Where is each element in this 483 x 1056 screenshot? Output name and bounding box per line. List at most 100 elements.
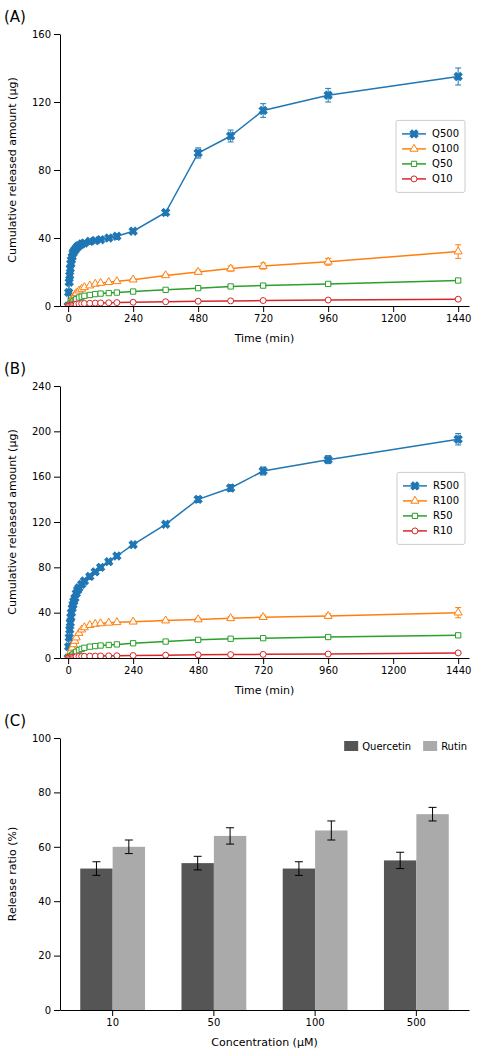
- bar: [283, 869, 315, 1010]
- legend: Q500Q100Q50Q10: [396, 120, 465, 192]
- data-point: [162, 271, 170, 278]
- tick-label: 960: [319, 665, 338, 676]
- data-point: [162, 616, 170, 623]
- tick-mark: [54, 613, 60, 614]
- data-point: [227, 264, 235, 271]
- data-point: [225, 482, 237, 494]
- tick: 120: [32, 97, 60, 108]
- tick-label: 1200: [381, 313, 406, 324]
- data-point: [194, 267, 202, 274]
- legend-marker: [411, 161, 416, 166]
- data-point: [127, 539, 139, 551]
- data-point: [130, 641, 135, 646]
- data-point: [195, 637, 200, 642]
- tick-label: 1440: [446, 313, 471, 324]
- data-point: [127, 225, 139, 237]
- plot-area: [80, 807, 449, 1010]
- tick-label: 100: [32, 733, 51, 744]
- x-axis-title: Time (min): [234, 332, 295, 345]
- tick-label: 720: [254, 313, 273, 324]
- data-point: [160, 206, 172, 218]
- legend-label: R500: [433, 480, 459, 491]
- data-point: [260, 283, 265, 288]
- tick-mark: [68, 306, 69, 312]
- y-axis-title: Cumulative released amount (μg): [6, 429, 19, 614]
- error-bar: [194, 856, 202, 870]
- tick: 960: [319, 658, 338, 676]
- tick-mark: [458, 658, 459, 664]
- legend-item: Rutin: [423, 741, 467, 752]
- tick-mark: [198, 306, 199, 312]
- axis-line: [60, 35, 61, 307]
- tick-mark: [458, 306, 459, 312]
- tick: 80: [38, 165, 60, 176]
- data-point: [87, 292, 92, 297]
- data-point: [195, 298, 201, 304]
- error-bar: [295, 862, 303, 876]
- tick-label: 480: [189, 665, 208, 676]
- tick-mark: [54, 386, 60, 387]
- tick-label: 40: [38, 896, 51, 907]
- data-point: [114, 300, 120, 306]
- legend-item: Quercetin: [344, 741, 411, 752]
- tick: 120: [32, 517, 60, 528]
- chart-figure: 04080120160024048072096012001440(A)Time …: [0, 0, 483, 1056]
- bar: [315, 830, 347, 1010]
- data-point: [129, 275, 137, 282]
- data-point: [163, 639, 168, 644]
- tick: 100: [32, 733, 60, 744]
- tick-mark: [68, 658, 69, 664]
- tick-label: 480: [189, 313, 208, 324]
- error-bar: [396, 852, 404, 868]
- data-point: [452, 70, 464, 82]
- data-point: [163, 652, 169, 658]
- bar: [384, 860, 416, 1010]
- tick-mark: [133, 306, 134, 312]
- legend-swatch: [344, 741, 358, 751]
- series: [65, 650, 461, 658]
- tick: 1200: [381, 658, 406, 676]
- tick-mark: [54, 238, 60, 239]
- tick: 50: [208, 1010, 221, 1028]
- tick-mark: [54, 1010, 60, 1011]
- data-point: [113, 277, 121, 284]
- tick-mark: [133, 658, 134, 664]
- legend-frame: [396, 120, 465, 192]
- series-line: [68, 252, 458, 306]
- data-point: [325, 651, 331, 657]
- data-point: [324, 257, 332, 264]
- data-point: [194, 615, 202, 622]
- data-point: [114, 290, 119, 295]
- tick: 20: [38, 950, 60, 961]
- data-point: [114, 642, 119, 647]
- plot-area: [62, 68, 464, 306]
- tick: 720: [254, 306, 273, 324]
- x-axis: 1050100500: [61, 1010, 470, 1028]
- error-bar: [226, 828, 234, 844]
- tick-label: 160: [32, 29, 51, 40]
- tick: 80: [38, 787, 60, 798]
- series-line: [68, 281, 458, 307]
- tick: 40: [38, 896, 60, 907]
- tick-label: 200: [32, 426, 51, 437]
- legend-label: R50: [433, 510, 453, 521]
- data-point: [192, 147, 204, 159]
- legend-label: Q50: [432, 158, 453, 169]
- tick-label: 0: [45, 653, 51, 664]
- tick-label: 0: [45, 1005, 51, 1016]
- tick: 500: [407, 1010, 426, 1028]
- data-point: [192, 493, 204, 505]
- tick-mark: [54, 306, 60, 307]
- data-point: [130, 289, 135, 294]
- legend-item: Q10: [402, 173, 453, 184]
- data-point: [113, 618, 121, 625]
- legend-item: R50: [403, 510, 453, 521]
- data-point: [456, 633, 461, 638]
- tick: 1200: [381, 306, 406, 324]
- data-point: [228, 636, 233, 641]
- tick-label: 40: [38, 607, 51, 618]
- tick-mark: [54, 34, 60, 35]
- data-point: [326, 281, 331, 286]
- panel-label: (B): [4, 360, 26, 378]
- legend: R500R100R50R10: [397, 472, 465, 544]
